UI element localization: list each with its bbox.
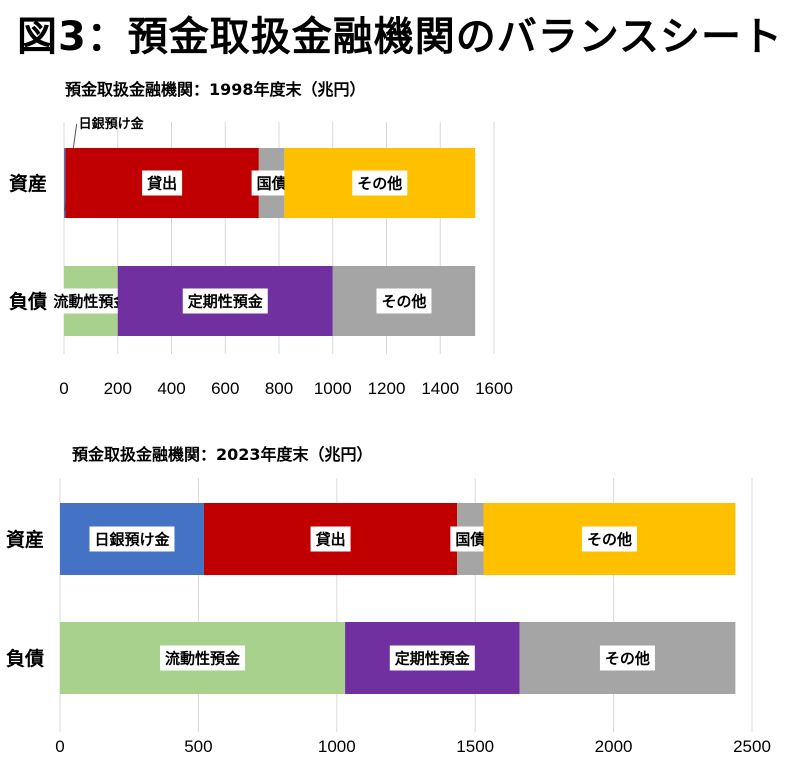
chart-1-x-tick-label: 1600: [475, 379, 513, 398]
chart-2-data-label-bg: [581, 526, 637, 552]
chart-1-data-label-bg: [376, 288, 432, 314]
chart-2-x-tick-label: 1000: [318, 737, 356, 756]
chart-2-category-label: 資産: [6, 528, 44, 551]
chart-1-x-tick-label: 1000: [314, 379, 352, 398]
chart-1-data-label-bg: [182, 288, 268, 314]
chart-2-data-label-その他: その他: [587, 531, 632, 549]
chart-1-data-label-流動性預金: 流動性預金: [53, 293, 129, 311]
chart-2-x-tick-label: 500: [184, 737, 212, 756]
chart-2-category-label: 負債: [6, 647, 44, 670]
chart-2-x-tick-label: 2500: [733, 737, 771, 756]
chart-2-data-label-定期性預金: 定期性預金: [395, 650, 471, 668]
chart-1-title: 預金取扱金融機関：1998年度末（兆円）: [65, 80, 366, 99]
chart-1-x-tick-label: 600: [211, 379, 239, 398]
chart-2-data-label-bg: [389, 645, 475, 671]
chart-1-data-label-その他: その他: [381, 293, 426, 311]
chart-1-data-label-bg: [352, 170, 408, 196]
chart-2-title: 預金取扱金融機関：2023年度末（兆円）: [72, 445, 373, 464]
chart-2-x-tick-label: 2000: [595, 737, 633, 756]
chart-1-category-label: 資産: [9, 172, 47, 195]
chart-2-data-label-その他: その他: [605, 650, 650, 668]
chart-2-data-label-bg: [310, 526, 351, 552]
chart-2-data-label-bg: [599, 645, 655, 671]
chart-1-x-tick-label: 800: [265, 379, 293, 398]
chart-1-data-label-国債: 国債: [257, 175, 287, 193]
chart-1-x-tick-label: 0: [59, 379, 68, 398]
chart-1-data-label-その他: その他: [357, 175, 402, 193]
chart-1-data-label-貸出: 貸出: [147, 175, 177, 193]
chart-1-bar-日銀預け金-資産: [64, 148, 66, 218]
chart-1-data-label-定期性預金: 定期性預金: [188, 293, 264, 311]
chart-1-x-tick-label: 200: [104, 379, 132, 398]
chart-2-x-tick-label: 0: [55, 737, 64, 756]
chart-1-x-tick-label: 400: [157, 379, 185, 398]
main-title: 図3：預金取扱金融機関のバランスシート: [16, 14, 784, 60]
chart-1-data-label-日銀預け金: 日銀預け金: [79, 116, 145, 132]
chart-1-x-tick-label: 1400: [421, 379, 459, 398]
chart-1-x-tick-label: 1200: [368, 379, 406, 398]
chart-2-x-tick-label: 1500: [456, 737, 494, 756]
chart-2-data-label-bg: [89, 526, 175, 552]
chart-1-data-label-bg: [142, 170, 183, 196]
chart-2-data-label-国債: 国債: [455, 531, 485, 549]
chart-2-data-label-bg: [160, 645, 246, 671]
chart-2-data-label-貸出: 貸出: [316, 531, 346, 549]
chart-2-data-label-日銀預け金: 日銀預け金: [94, 531, 170, 549]
chart-1-category-label: 負債: [9, 290, 47, 313]
chart-2-data-label-流動性預金: 流動性預金: [165, 650, 241, 668]
